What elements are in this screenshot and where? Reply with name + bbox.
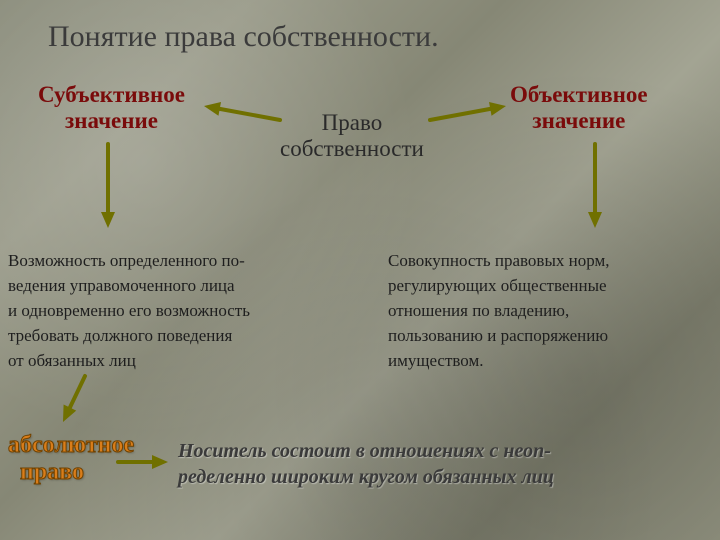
arrow-left-heading-down (88, 124, 128, 248)
arrow-body-to-absolute (43, 356, 105, 442)
center-label: Право собственности (280, 110, 424, 162)
arrow-right-heading-down (575, 124, 615, 248)
objective-definition: Совокупность правовых норм,регулирующих … (388, 248, 609, 373)
subjective-heading-line1: Субъективное (38, 82, 185, 107)
bearer-text: Носитель состоит в отношениях с неоп-ред… (178, 438, 554, 490)
center-label-line1: Право (322, 110, 383, 135)
absolute-right-line2: право (20, 459, 84, 485)
arrow-absolute-to-bearer (98, 442, 188, 482)
objective-heading-line1: Объективное (510, 82, 648, 107)
arrow-center-to-right (410, 86, 526, 140)
slide-title: Понятие права собственности. (48, 20, 439, 54)
arrow-center-to-left (184, 86, 300, 140)
center-label-line2: собственности (280, 136, 424, 161)
subjective-definition: Возможность определенного по-ведения упр… (8, 248, 250, 373)
